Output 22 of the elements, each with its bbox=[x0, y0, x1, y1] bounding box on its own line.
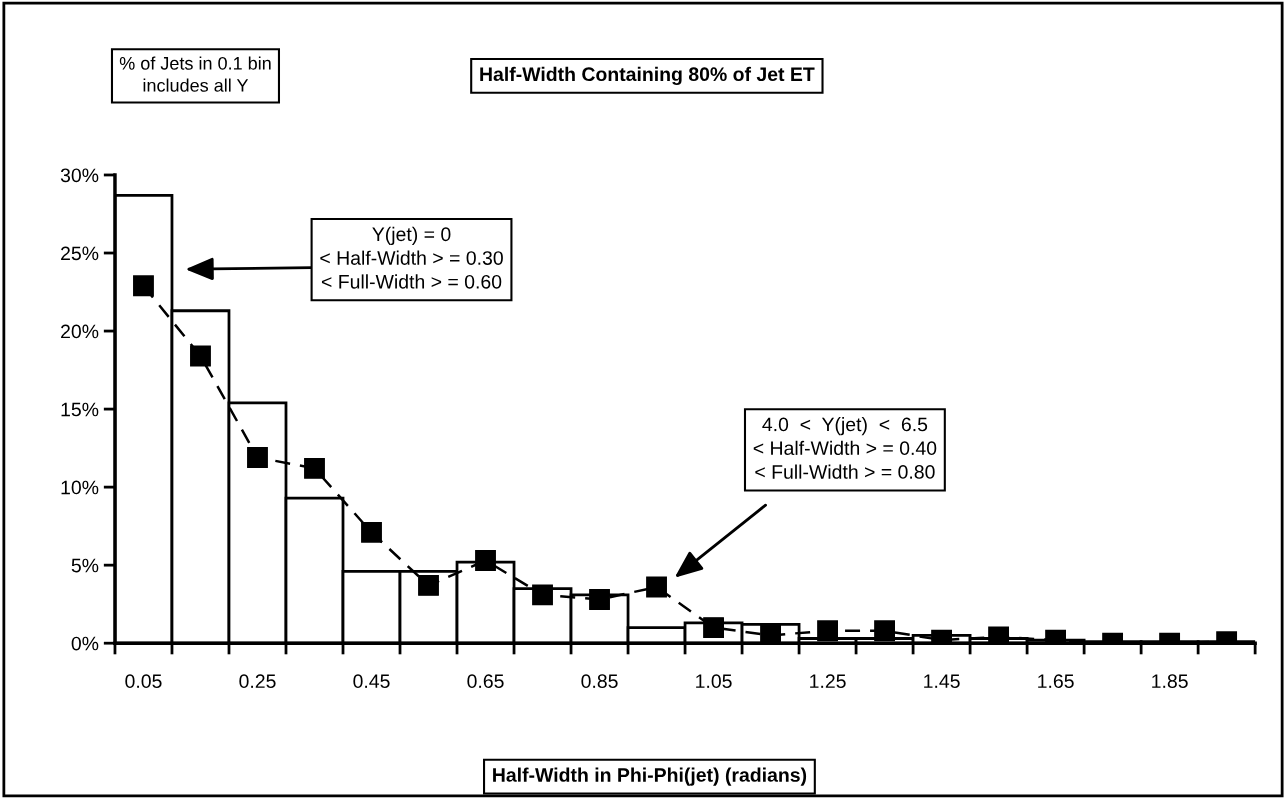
x-tick-label: 1.45 bbox=[924, 674, 960, 689]
x-tick-label: 1.25 bbox=[810, 674, 846, 689]
text: % of Jets in 0.1 bin includes all Y bbox=[119, 56, 271, 92]
y-tick-label: 30% bbox=[60, 168, 99, 183]
annotation: Y(jet) = 0 < Half-Width > = 0.30 < Full-Width > = 0.60 bbox=[320, 226, 503, 289]
x-tick-label: 0.45 bbox=[353, 674, 390, 689]
x-tick-label: 0.05 bbox=[125, 674, 162, 689]
x-tick-label: 1.65 bbox=[1038, 674, 1074, 689]
y-tick-label: 5% bbox=[71, 558, 99, 573]
y-tick-label: 25% bbox=[61, 246, 99, 261]
x-tick-label: 0.85 bbox=[581, 674, 618, 689]
y-tick-label: 15% bbox=[61, 402, 99, 417]
y-tick-label: 10% bbox=[61, 480, 99, 495]
x-tick-label: 0.25 bbox=[239, 674, 276, 689]
chart-title: Half-Width Containing 80% of Jet ET bbox=[480, 66, 815, 86]
y-tick-label: 20% bbox=[61, 324, 99, 339]
annotation: 4.0 < Y(jet) < 6.5 < Half-Width > = 0.40 < Full-Width > = 0.80 bbox=[753, 417, 937, 479]
y-tick-label: 0% bbox=[71, 636, 99, 651]
x-tick-label: 0.65 bbox=[467, 674, 504, 689]
x-tick-label: 1.05 bbox=[696, 674, 732, 689]
x-axis-title: Half-Width in Phi-Phi(jet) (radians) bbox=[493, 767, 807, 786]
x-tick-label: 1.85 bbox=[1152, 674, 1188, 689]
